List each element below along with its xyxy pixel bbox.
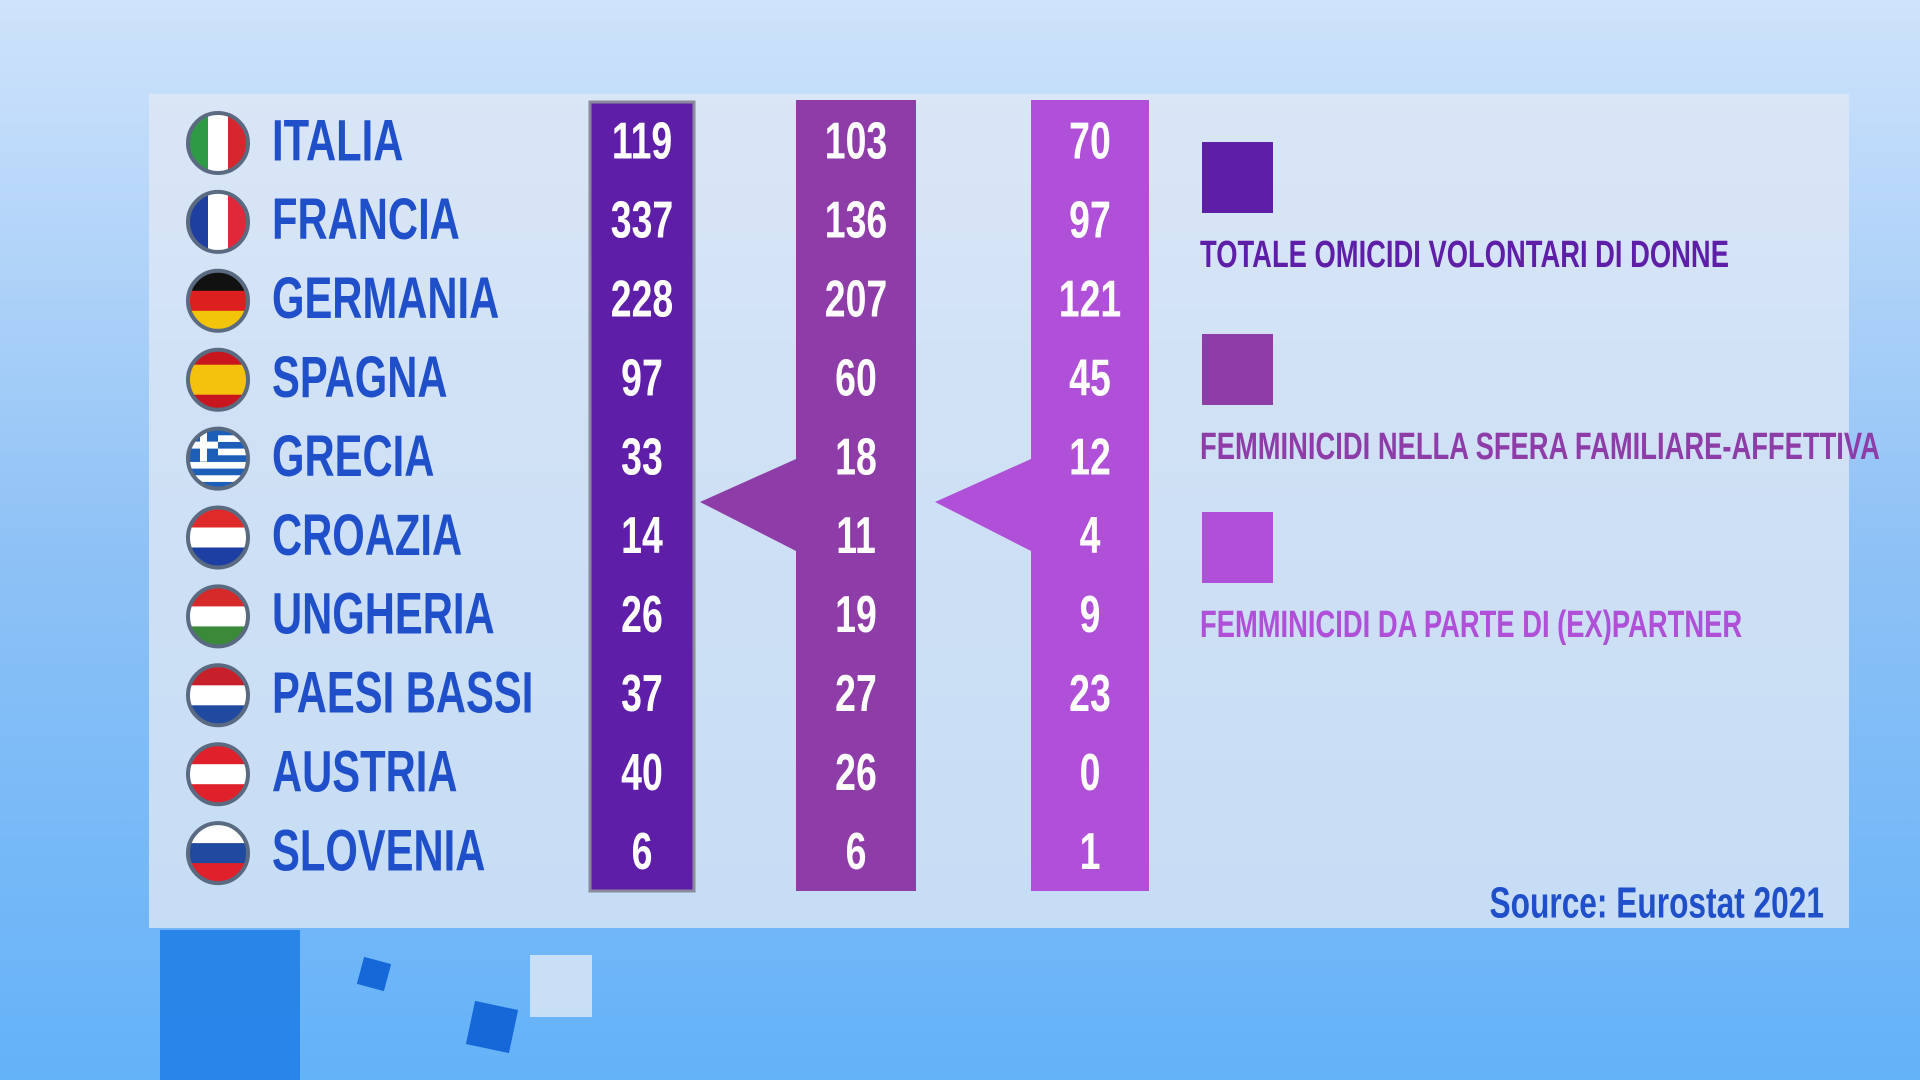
value: 6 (632, 822, 653, 881)
country-name: AUSTRIA (272, 739, 458, 804)
value: 97 (621, 348, 663, 407)
value: 60 (835, 348, 877, 407)
flag-stripe (188, 843, 248, 865)
value: 0 (1080, 743, 1101, 802)
country-name: UNGHERIA (272, 581, 495, 646)
value: 18 (835, 427, 877, 486)
decor-cube (356, 956, 392, 992)
country-name: FRANCIA (272, 186, 460, 251)
country-name: PAESI BASSI (272, 660, 533, 725)
value: 37 (621, 664, 663, 723)
flag-stripe (188, 461, 248, 470)
flag-rim (186, 426, 250, 491)
column-total (588, 100, 696, 893)
value: 121 (1059, 269, 1121, 328)
value: 45 (1069, 348, 1111, 407)
flag-rim (186, 347, 250, 412)
flag-stripe (188, 481, 248, 489)
flag-stripe (188, 685, 248, 707)
value: 19 (835, 585, 877, 644)
value: 14 (621, 506, 663, 565)
legend-label: FEMMINICIDI DA PARTE DI (EX)PARTNER (1200, 604, 1742, 646)
country-name: SLOVENIA (272, 818, 485, 883)
decor-cube (160, 930, 300, 1080)
flag-stripe (188, 379, 248, 396)
value: 207 (825, 269, 887, 328)
flag-stripe (208, 113, 229, 173)
legend-swatch (1202, 142, 1273, 213)
value: 4 (1080, 506, 1101, 565)
value: 23 (1069, 664, 1111, 723)
value: 26 (835, 743, 877, 802)
value: 33 (621, 427, 663, 486)
flag-stripe (208, 191, 229, 252)
flag-rim (186, 111, 250, 175)
flag-rim (186, 189, 250, 254)
legend-label: TOTALE OMICIDI VOLONTARI DI DONNE (1200, 234, 1729, 276)
value: 119 (612, 112, 672, 171)
decor-cube (465, 1000, 519, 1054)
country-name: GERMANIA (272, 265, 499, 330)
value: 12 (1069, 427, 1111, 486)
country-name: GRECIA (272, 423, 434, 488)
value: 27 (835, 664, 877, 723)
flag-stripe (188, 364, 248, 381)
value: 26 (621, 585, 663, 644)
legend-label: FEMMINICIDI NELLA SFERA FAMILIARE-AFFETT… (1200, 426, 1880, 468)
column-family (700, 100, 916, 891)
flag-stripe (188, 468, 248, 477)
flag-rim (186, 742, 250, 807)
flag-rim (186, 268, 250, 333)
flag-stripe (188, 527, 248, 549)
value: 40 (621, 743, 663, 802)
source: Source: Eurostat 2021 (1490, 879, 1824, 928)
decor-cube (530, 955, 592, 1017)
value: 228 (611, 269, 673, 328)
country-name: ITALIA (272, 108, 403, 173)
value: 136 (825, 191, 887, 250)
country-name: SPAGNA (272, 344, 447, 409)
flag-stripe (188, 764, 248, 786)
flag-rim (186, 505, 250, 570)
value: 6 (846, 822, 867, 881)
value: 11 (836, 506, 876, 565)
flag-cross (200, 428, 207, 462)
flag-rim (186, 663, 250, 728)
legend-swatch (1202, 512, 1273, 583)
value: 9 (1080, 585, 1101, 644)
value: 1 (1080, 822, 1101, 881)
legend-swatch (1202, 334, 1273, 405)
flag-stripe (188, 475, 248, 483)
flag (188, 428, 248, 489)
value: 337 (611, 191, 673, 250)
flag-rim (186, 821, 250, 886)
flag-stripe (188, 606, 248, 628)
country-name: CROAZIA (272, 502, 462, 567)
flag-stripe (188, 290, 248, 312)
flag-rim (186, 584, 250, 649)
value: 103 (825, 112, 887, 171)
column-partner (935, 100, 1149, 891)
value: 97 (1069, 191, 1111, 250)
value: 70 (1069, 112, 1111, 171)
